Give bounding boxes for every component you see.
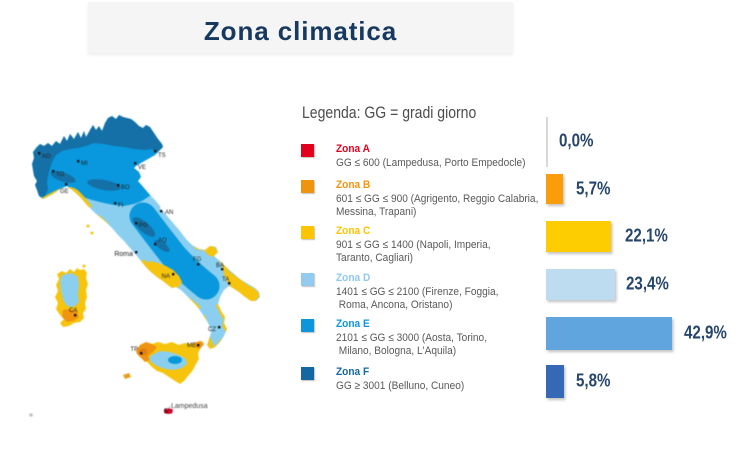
svg-text:NA: NA bbox=[162, 274, 170, 280]
svg-text:VE: VE bbox=[138, 165, 146, 171]
svg-text:AN: AN bbox=[165, 210, 173, 216]
svg-text:MI: MI bbox=[81, 161, 88, 167]
svg-text:FI: FI bbox=[118, 203, 124, 209]
svg-text:AO: AO bbox=[42, 154, 51, 160]
svg-text:BA: BA bbox=[216, 263, 224, 269]
svg-text:TA: TA bbox=[222, 277, 229, 283]
svg-text:PG: PG bbox=[139, 223, 148, 229]
svg-text:GE: GE bbox=[60, 189, 69, 195]
svg-text:BO: BO bbox=[121, 185, 130, 191]
svg-text:CA: CA bbox=[69, 308, 77, 314]
svg-text:TS: TS bbox=[158, 153, 166, 159]
svg-text:TP: TP bbox=[130, 347, 138, 353]
svg-text:FG: FG bbox=[193, 257, 202, 263]
svg-text:Roma: Roma bbox=[114, 251, 133, 258]
svg-text:Lampedusa: Lampedusa bbox=[171, 403, 208, 410]
svg-text:AQ: AQ bbox=[158, 238, 167, 244]
svg-text:ME: ME bbox=[187, 343, 196, 349]
svg-text:TO: TO bbox=[56, 172, 65, 178]
svg-text:CZ: CZ bbox=[208, 327, 216, 333]
